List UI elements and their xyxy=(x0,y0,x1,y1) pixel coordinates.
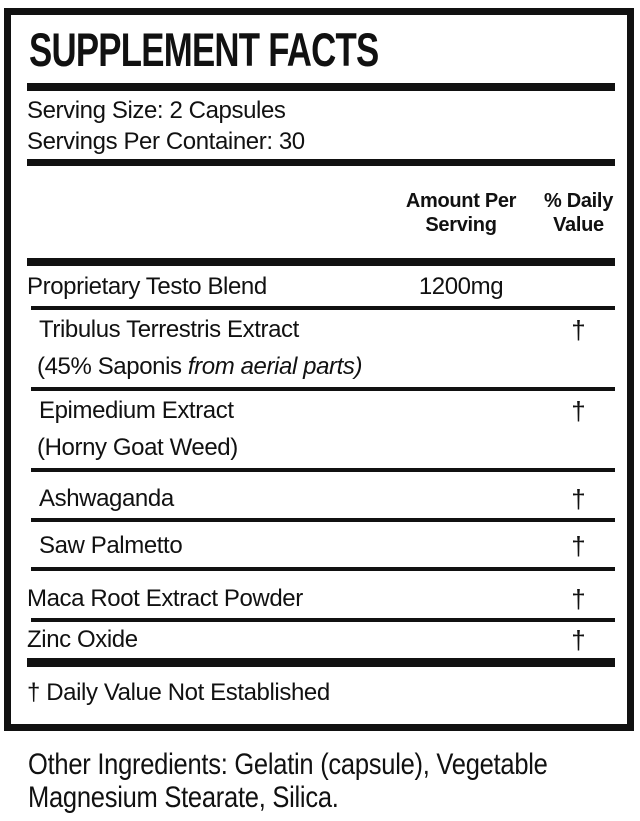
serving-info: Serving Size: 2 Capsules Servings Per Co… xyxy=(27,95,615,157)
ingredient-name: Zinc Oxide xyxy=(27,626,138,653)
row-divider xyxy=(31,468,615,472)
row-divider xyxy=(31,567,615,571)
row-divider xyxy=(31,306,615,310)
ingredient-row-epimedium-extract: Epimedium Extract (Horny Goat Weed) † xyxy=(27,391,615,468)
row-divider xyxy=(31,518,615,522)
ingredient-dv: † xyxy=(571,584,586,614)
percent-daily-value-header: % Daily Value xyxy=(543,190,614,236)
ingredient-dv: † xyxy=(571,625,586,655)
ingredient-row-ashwaganda: Ashwaganda † xyxy=(27,472,615,518)
ingredient-subnote: (Horny Goat Weed) xyxy=(27,435,399,461)
ingredient-name: Epimedium Extract xyxy=(39,397,234,424)
ingredient-row-tribulus-terrestris: Tribulus Terrestris Extract (45% Saponis… xyxy=(27,310,615,387)
serving-size: Serving Size: 2 Capsules xyxy=(27,97,286,124)
ingredient-dv: † xyxy=(571,531,586,561)
ingredient-name: Maca Root Extract Powder xyxy=(27,585,303,612)
ingredient-dv: † xyxy=(571,315,586,345)
subnote-plain: (Horny Goat Weed) xyxy=(37,434,238,461)
amount-per-serving-header: Amount Per Serving xyxy=(405,190,517,236)
ingredient-amount: 1200mg xyxy=(418,273,504,300)
ingredient-row-zinc-oxide: Zinc Oxide † xyxy=(27,622,615,658)
ingredient-row-proprietary-testo-blend: Proprietary Testo Blend 1200mg xyxy=(27,266,615,306)
other-ingredients-line2: Magnesium Stearate, Silica. xyxy=(28,781,339,814)
other-ingredients: Other Ingredients: Gelatin (capsule), Ve… xyxy=(28,748,632,814)
ingredient-row-maca-root: Maca Root Extract Powder † xyxy=(27,571,615,618)
ingredient-dv: † xyxy=(571,484,586,514)
ingredient-name: Tribulus Terrestris Extract xyxy=(39,316,299,343)
subnote-italic: from aerial parts) xyxy=(187,353,363,380)
ingredient-row-saw-palmetto: Saw Palmetto † xyxy=(27,522,615,567)
subnote-plain: (45% Saponis xyxy=(37,353,188,380)
divider-thick-bottom xyxy=(27,658,615,667)
ingredient-name: Saw Palmetto xyxy=(39,532,183,559)
ingredient-name: Ashwaganda xyxy=(39,485,174,512)
divider-thick-top xyxy=(27,83,615,91)
other-ingredients-line1: Other Ingredients: Gelatin (capsule), Ve… xyxy=(28,748,548,781)
divider-thick-serving xyxy=(27,159,615,166)
panel-title: SUPPLEMENT FACTS xyxy=(29,23,379,76)
servings-per-container: Servings Per Container: 30 xyxy=(27,128,305,155)
ingredient-dv: † xyxy=(571,396,586,426)
row-divider xyxy=(31,618,615,622)
column-headers: Amount Per Serving % Daily Value xyxy=(27,189,615,237)
row-divider xyxy=(31,387,615,391)
supplement-facts-panel: SUPPLEMENT FACTS Serving Size: 2 Capsule… xyxy=(4,8,634,731)
ingredient-subnote: (45% Saponis from aerial parts) xyxy=(27,354,399,380)
ingredient-name: Proprietary Testo Blend xyxy=(27,273,267,300)
daily-value-footnote: † Daily Value Not Established xyxy=(27,679,330,706)
divider-thick-header xyxy=(27,258,615,266)
